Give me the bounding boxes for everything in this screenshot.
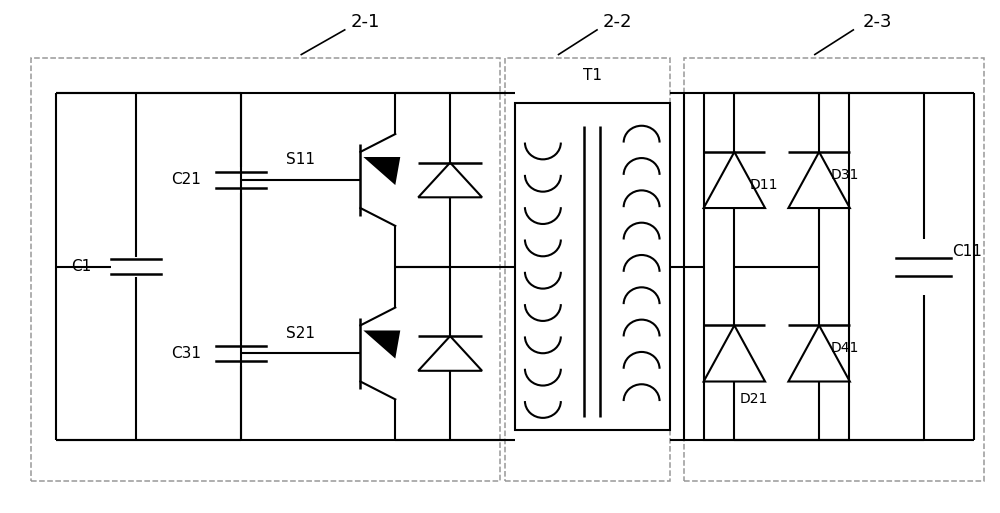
Text: 2-1: 2-1 <box>351 13 380 31</box>
Text: D31: D31 <box>831 168 859 182</box>
Bar <box>31 57 500 481</box>
Bar <box>505 57 670 481</box>
Text: C31: C31 <box>171 346 201 361</box>
Bar <box>515 104 670 430</box>
Bar <box>704 93 849 440</box>
Text: D41: D41 <box>831 341 859 356</box>
Text: 2-3: 2-3 <box>862 13 892 31</box>
Polygon shape <box>363 157 400 185</box>
Text: D21: D21 <box>739 392 768 406</box>
Text: C11: C11 <box>952 244 982 259</box>
Text: 2-2: 2-2 <box>603 13 632 31</box>
Polygon shape <box>363 330 400 359</box>
Text: C21: C21 <box>171 172 201 187</box>
Text: S11: S11 <box>286 152 315 167</box>
Text: D11: D11 <box>749 178 778 192</box>
Text: T1: T1 <box>583 68 602 83</box>
Bar <box>684 57 984 481</box>
Text: C1: C1 <box>71 259 91 274</box>
Text: S21: S21 <box>286 326 315 341</box>
